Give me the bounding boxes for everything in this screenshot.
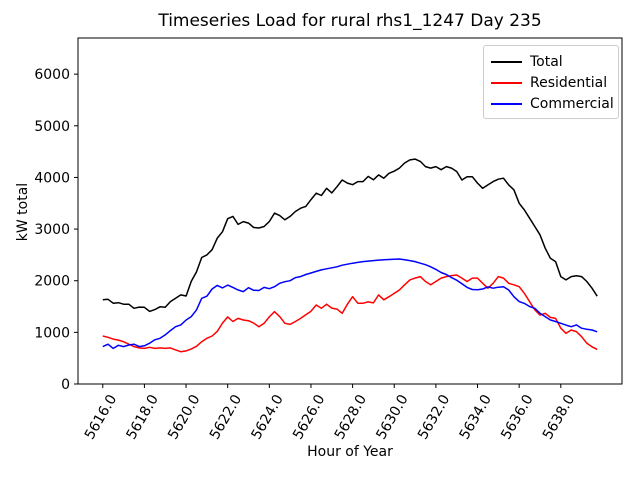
x-tick-label: 5626.0 (290, 392, 328, 442)
series-line-commercial (102, 258, 598, 350)
x-tick-label: 5622.0 (207, 392, 245, 442)
legend: Total Residential Commercial (483, 45, 619, 119)
x-tick-label: 5628.0 (332, 392, 370, 442)
y-tick-label: 3000 (34, 222, 70, 238)
axes-spines (77, 37, 623, 385)
y-tick-label: 1000 (34, 325, 70, 341)
legend-item-residential: Residential (491, 72, 611, 93)
y-tick-label: 2000 (34, 274, 70, 290)
x-tick-label: 5634.0 (457, 392, 495, 442)
legend-item-commercial: Commercial (491, 93, 614, 114)
x-axis-label: Hour of Year (307, 444, 393, 460)
y-tick-label: 4000 (34, 170, 70, 186)
series-line-total (102, 158, 598, 313)
x-tick-label: 5638.0 (540, 392, 578, 442)
x-tick-label: 5630.0 (373, 392, 411, 442)
legend-line-commercial-icon (491, 102, 522, 105)
legend-line-total-icon (491, 60, 522, 63)
x-tick-label: 5636.0 (498, 392, 536, 442)
y-tick-label: 5000 (34, 119, 70, 135)
legend-label-commercial: Commercial (530, 95, 614, 112)
legend-line-residential-icon (491, 81, 522, 84)
chart-title: Timeseries Load for rural rhs1_1247 Day … (158, 11, 542, 31)
x-tick-label: 5616.0 (82, 392, 120, 442)
legend-label-residential: Residential (530, 74, 608, 91)
x-tick-label: 5624.0 (248, 392, 286, 442)
x-tick-label: 5618.0 (124, 392, 162, 442)
y-tick-label: 6000 (34, 67, 70, 83)
legend-label-total: Total (530, 53, 563, 70)
series-line-residential (102, 274, 598, 353)
y-tick-label: 0 (61, 377, 70, 393)
x-tick-label: 5632.0 (415, 392, 453, 442)
x-tick-label: 5620.0 (165, 392, 203, 442)
legend-item-total: Total (491, 51, 611, 72)
